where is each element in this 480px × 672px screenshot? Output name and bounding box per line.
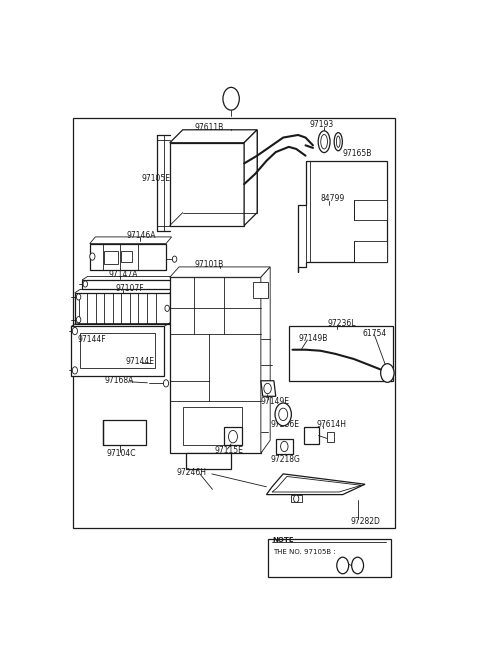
Bar: [327, 433, 334, 442]
Polygon shape: [261, 381, 276, 396]
Bar: [253, 282, 268, 298]
Circle shape: [228, 431, 238, 443]
Text: 2: 2: [228, 94, 234, 103]
Text: 97147A: 97147A: [108, 270, 138, 279]
Circle shape: [83, 281, 87, 287]
Bar: [104, 251, 118, 264]
Text: 97144F: 97144F: [78, 335, 107, 344]
Text: 97611B: 97611B: [194, 123, 223, 132]
Polygon shape: [244, 130, 257, 226]
Circle shape: [90, 253, 95, 260]
Text: 97146A: 97146A: [127, 231, 156, 241]
Polygon shape: [266, 474, 365, 495]
Text: 97101B: 97101B: [194, 260, 223, 269]
Ellipse shape: [318, 131, 330, 153]
Polygon shape: [90, 244, 166, 269]
Text: 97144E: 97144E: [125, 357, 154, 366]
Circle shape: [223, 87, 240, 110]
Text: 97168A: 97168A: [105, 376, 134, 385]
Polygon shape: [186, 453, 231, 469]
Circle shape: [172, 256, 177, 262]
Polygon shape: [272, 476, 361, 492]
Polygon shape: [354, 241, 387, 261]
Circle shape: [72, 367, 77, 374]
Polygon shape: [170, 278, 261, 453]
Circle shape: [275, 403, 291, 426]
Circle shape: [294, 495, 299, 503]
Polygon shape: [75, 293, 170, 324]
Text: 97104C: 97104C: [107, 449, 136, 458]
Text: 61754: 61754: [362, 329, 386, 337]
Text: 97218G: 97218G: [270, 455, 300, 464]
Text: 97614H: 97614H: [317, 420, 347, 429]
Circle shape: [381, 364, 394, 382]
Text: 1: 1: [340, 562, 345, 569]
Text: 97165B: 97165B: [343, 149, 372, 157]
Text: 97282D: 97282D: [351, 517, 381, 526]
Bar: [120, 251, 132, 261]
Polygon shape: [183, 407, 242, 446]
Ellipse shape: [334, 132, 342, 151]
Text: THE NO. 97105B :: THE NO. 97105B :: [273, 548, 336, 554]
Polygon shape: [276, 439, 292, 454]
Circle shape: [279, 408, 288, 421]
Text: ~: ~: [346, 561, 353, 570]
Ellipse shape: [336, 136, 340, 147]
Text: 84799: 84799: [321, 194, 345, 203]
Polygon shape: [81, 333, 155, 368]
Text: 97236L: 97236L: [327, 319, 356, 329]
Polygon shape: [290, 495, 302, 503]
Circle shape: [264, 383, 271, 394]
Circle shape: [72, 327, 77, 335]
Bar: [289, 327, 393, 381]
Polygon shape: [170, 142, 244, 226]
Circle shape: [163, 380, 168, 387]
Text: 97193: 97193: [310, 120, 334, 129]
Bar: [73, 118, 395, 528]
Text: 97115E: 97115E: [215, 446, 243, 455]
Ellipse shape: [321, 134, 327, 149]
Polygon shape: [261, 267, 270, 453]
Polygon shape: [298, 161, 387, 272]
Polygon shape: [170, 267, 270, 278]
Text: 97105E: 97105E: [142, 175, 171, 183]
Polygon shape: [354, 200, 387, 220]
Text: 2: 2: [355, 562, 360, 569]
Circle shape: [281, 442, 288, 452]
Circle shape: [352, 557, 363, 574]
Text: 97149B: 97149B: [298, 334, 327, 343]
Text: NOTE: NOTE: [273, 537, 294, 543]
Polygon shape: [304, 427, 319, 444]
Text: 97246H: 97246H: [176, 468, 206, 477]
Text: 97107F: 97107F: [115, 284, 144, 293]
Polygon shape: [170, 130, 257, 142]
Bar: [268, 538, 391, 577]
Polygon shape: [83, 280, 173, 289]
Polygon shape: [90, 237, 172, 244]
Circle shape: [165, 305, 169, 311]
Circle shape: [337, 557, 348, 574]
Text: 97149E: 97149E: [261, 397, 290, 406]
Polygon shape: [71, 327, 164, 376]
Circle shape: [76, 294, 81, 300]
Text: 97236E: 97236E: [270, 420, 299, 429]
Circle shape: [76, 317, 81, 323]
Polygon shape: [224, 427, 242, 446]
Polygon shape: [103, 419, 145, 446]
